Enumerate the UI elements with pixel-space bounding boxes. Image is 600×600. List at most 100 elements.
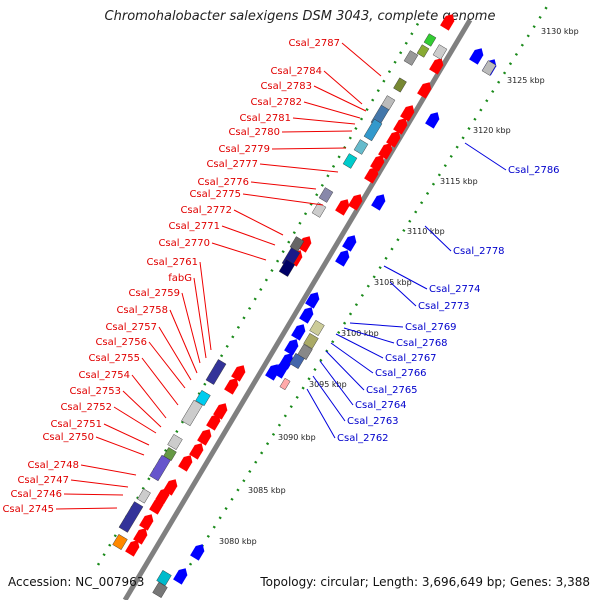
forward-gene-arrow [139, 514, 154, 531]
forward-gene-label: Csal_2780 [228, 127, 280, 138]
forward-gene-label: Csal_2759 [128, 288, 180, 299]
forward-gene-arrow [370, 155, 385, 172]
forward-gene-arrow [206, 414, 221, 431]
gene-feature-block [289, 353, 305, 369]
forward-gene-label: Csal_2771 [168, 221, 220, 232]
kbp-tick-label: 3095 kbp [309, 380, 347, 389]
forward-gene-label: Csal_2761 [146, 257, 198, 268]
reverse-gene-arrow [425, 112, 440, 129]
kbp-tick-label: 3090 kbp [278, 433, 316, 442]
forward-label-leader [242, 193, 324, 206]
forward-gene-label: fabG [168, 273, 192, 284]
forward-label-leader [211, 242, 267, 261]
forward-label-leader [131, 374, 167, 419]
forward-gene-label: Csal_2782 [250, 97, 302, 108]
forward-label-leader [55, 507, 118, 510]
reverse-gene-label: Csal_2778 [453, 246, 505, 257]
forward-gene-label: Csal_2787 [288, 38, 340, 49]
forward-gene-label: Csal_2758 [116, 305, 168, 316]
kbp-tick-label: 3120 kbp [473, 126, 511, 135]
forward-gene-label: Csal_2770 [158, 238, 210, 249]
reverse-gene-label: Csal_2766 [375, 368, 427, 379]
gene-feature-block [279, 377, 291, 391]
forward-gene-arrow [133, 528, 148, 545]
reverse-label-leader [343, 327, 395, 344]
forward-gene-arrow [178, 455, 193, 472]
forward-label-leader [303, 101, 361, 119]
forward-gene-label: Csal_2781 [239, 113, 291, 124]
reverse-label-leader [349, 322, 404, 328]
reverse-gene-label: Csal_2767 [385, 353, 437, 364]
accession-text: Accession: NC_007963 [8, 575, 145, 589]
forward-gene-label: Csal_2750 [42, 432, 94, 443]
forward-label-leader [95, 436, 145, 456]
reverse-gene-arrow [335, 250, 350, 267]
forward-label-leader [80, 464, 137, 476]
gene-feature-block [167, 434, 183, 450]
forward-gene-label: Csal_2776 [197, 177, 249, 188]
kbp-tick-label: 3115 kbp [440, 177, 478, 186]
gene-feature-block [156, 570, 172, 586]
reverse-label-leader [325, 350, 365, 391]
gene-feature-block [112, 534, 128, 550]
gene-feature-block [481, 60, 497, 76]
forward-label-leader [141, 357, 179, 406]
forward-label-leader [193, 277, 207, 359]
reverse-gene-label: Csal_2764 [355, 400, 407, 411]
forward-label-leader [323, 70, 363, 105]
gene-feature-block [403, 50, 419, 66]
forward-label-leader [259, 163, 339, 173]
reverse-gene-arrow [284, 339, 299, 356]
forward-label-leader [250, 181, 317, 190]
reverse-gene-arrow [291, 324, 306, 341]
forward-gene-label: Csal_2755 [88, 353, 140, 364]
gene-feature-block [152, 582, 168, 598]
forward-gene-arrow [393, 118, 408, 135]
forward-gene-label: Csal_2747 [17, 475, 69, 486]
gene-feature-block [303, 333, 319, 349]
reverse-label-leader [464, 142, 507, 171]
gene-feature-block [149, 454, 171, 482]
reverse-gene-label: Csal_2768 [396, 338, 448, 349]
topology-text: Topology: circular; Length: 3,696,649 bp… [260, 575, 590, 589]
gene-feature-block [205, 359, 227, 385]
forward-gene-label: Csal_2748 [27, 460, 79, 471]
forward-gene-arrow [224, 378, 239, 395]
forward-gene-label: Csal_2777 [206, 159, 258, 170]
gene-feature-block [137, 488, 151, 504]
gene-feature-block [363, 118, 383, 142]
reverse-gene-label: Csal_2786 [508, 165, 560, 176]
reverse-gene-arrow [342, 235, 357, 252]
forward-gene-arrow [400, 105, 415, 122]
forward-label-leader [292, 117, 356, 125]
reverse-gene-arrow [265, 364, 280, 381]
forward-gene-arrow [429, 58, 444, 75]
reverse-gene-label: Csal_2769 [405, 322, 457, 333]
forward-label-leader [63, 493, 124, 496]
gene-feature-block [432, 44, 448, 60]
forward-gene-arrow [297, 236, 312, 253]
reverse-gene-arrow [305, 292, 320, 309]
kbp-tick-label: 3110 kbp [407, 227, 445, 236]
forward-label-leader [271, 147, 347, 150]
reverse-gene-label: Csal_2774 [429, 284, 481, 295]
gene-feature-block [416, 44, 430, 58]
forward-gene-label: Csal_2746 [10, 489, 62, 500]
forward-gene-label: Csal_2756 [95, 337, 147, 348]
reverse-label-leader [319, 360, 354, 406]
reverse-gene-arrow [469, 48, 484, 65]
forward-label-leader [181, 292, 201, 364]
map-title: Chromohalobacter salexigens DSM 3043, co… [104, 9, 496, 24]
forward-label-leader [122, 390, 162, 428]
forward-gene-arrow [197, 429, 212, 446]
reverse-gene-arrow [173, 568, 188, 585]
reverse-gene-arrow [299, 307, 314, 324]
reverse-label-leader [335, 333, 384, 359]
forward-gene-arrow [440, 14, 455, 31]
forward-label-leader [313, 85, 367, 112]
gene-feature-block [423, 33, 437, 47]
reverse-gene-label: Csal_2773 [418, 301, 470, 312]
forward-gene-label: Csal_2783 [260, 81, 312, 92]
forward-label-leader [281, 130, 353, 133]
forward-gene-arrow [386, 131, 401, 148]
